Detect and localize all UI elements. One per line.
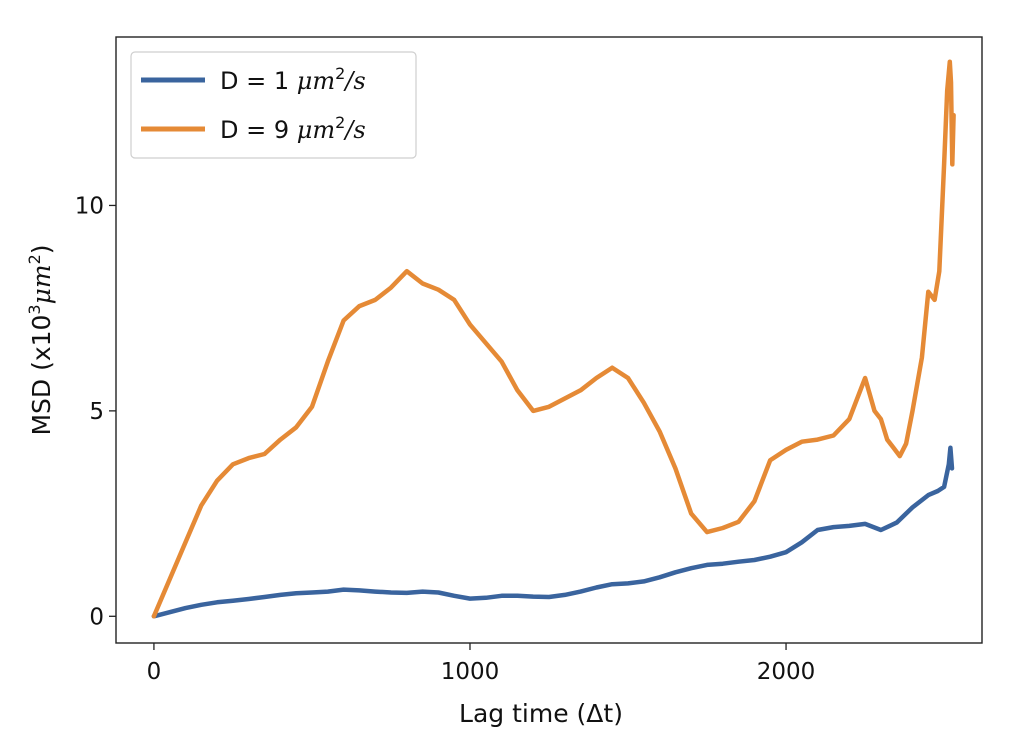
x-axis-label: Lag time (Δt) <box>459 699 623 728</box>
legend-entry-d1-prefix: D = 1 <box>220 67 297 95</box>
x-axis-ticks: 0 1000 2000 <box>147 643 816 685</box>
y-axis-label-exp: 3 <box>25 304 44 314</box>
series-line-d9 <box>151 59 956 619</box>
legend-entry-d9-suffix: /s <box>343 116 365 144</box>
y-tick-label: 0 <box>89 604 104 630</box>
y-axis-label-unit-exp: 2 <box>25 254 44 264</box>
legend-entry-d1: D = 1 μm2/s <box>220 64 366 95</box>
legend-entry-d9-exp: 2 <box>335 113 345 132</box>
legend-entry-d1-exp: 2 <box>335 64 345 83</box>
legend-entry-d9-prefix: D = 9 <box>220 116 297 144</box>
series-line-d1 <box>151 445 955 619</box>
legend-entry-d1-suffix: /s <box>343 67 365 95</box>
legend: D = 1 μm2/s D = 9 μm2/s <box>130 51 417 159</box>
y-axis-label-prefix: MSD (x10 <box>27 315 56 436</box>
y-axis-label-unit: μm <box>27 264 56 304</box>
y-axis-label-suffix: ) <box>27 244 56 254</box>
legend-entry-d1-unit: μm <box>297 67 335 95</box>
plot-frame <box>115 36 983 644</box>
legend-entry-d9: D = 9 μm2/s <box>220 113 366 144</box>
y-tick-label: 5 <box>89 399 104 425</box>
y-tick-label: 10 <box>75 193 104 219</box>
x-tick-label: 0 <box>147 659 162 685</box>
y-axis-ticks: 0 5 10 <box>75 193 116 630</box>
x-tick-label: 1000 <box>441 659 500 685</box>
y-axis-label: MSD (x103μm2) <box>25 244 56 435</box>
series-layer <box>151 59 956 619</box>
legend-entry-d9-unit: μm <box>297 116 335 144</box>
x-tick-label: 2000 <box>757 659 816 685</box>
